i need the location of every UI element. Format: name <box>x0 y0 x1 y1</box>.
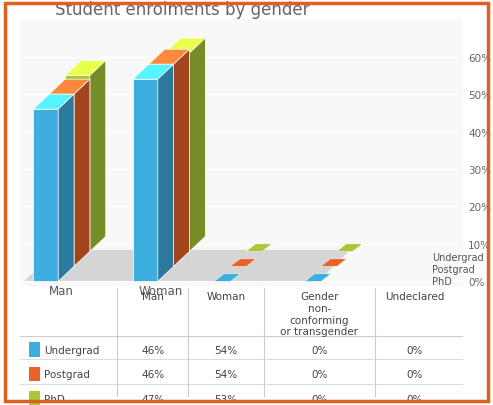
Text: 0%: 0% <box>406 369 423 379</box>
Polygon shape <box>321 259 347 267</box>
Text: Undergrad: Undergrad <box>44 345 100 355</box>
Polygon shape <box>149 50 189 65</box>
Text: PhD: PhD <box>432 277 452 287</box>
Polygon shape <box>305 274 331 281</box>
Text: Undergrad: Undergrad <box>432 253 483 263</box>
Polygon shape <box>49 80 90 95</box>
Bar <box>29 367 39 382</box>
Polygon shape <box>90 61 106 252</box>
Text: Man: Man <box>142 292 164 302</box>
Polygon shape <box>214 274 240 281</box>
Polygon shape <box>165 54 189 252</box>
Text: 0%: 0% <box>311 345 327 355</box>
Polygon shape <box>49 95 74 267</box>
Text: 53%: 53% <box>214 394 238 403</box>
Text: Postgrad: Postgrad <box>44 369 90 379</box>
Text: Woman: Woman <box>207 292 246 302</box>
Polygon shape <box>337 244 362 252</box>
Text: 54%: 54% <box>214 345 238 355</box>
Text: Gender
non-
conforming
or transgender: Gender non- conforming or transgender <box>280 292 358 336</box>
Text: 47%: 47% <box>141 394 164 403</box>
Text: 0%: 0% <box>311 369 327 379</box>
Polygon shape <box>133 80 158 281</box>
Polygon shape <box>149 65 174 267</box>
Polygon shape <box>74 80 90 267</box>
Polygon shape <box>65 61 106 76</box>
Polygon shape <box>24 250 350 281</box>
Polygon shape <box>165 39 206 54</box>
Text: PhD: PhD <box>44 394 65 403</box>
Text: 0%: 0% <box>311 394 327 403</box>
Text: 54%: 54% <box>214 369 238 379</box>
Text: Undeclared: Undeclared <box>385 292 444 302</box>
Text: Postgrad: Postgrad <box>432 265 474 275</box>
Polygon shape <box>158 65 174 281</box>
Text: 0%: 0% <box>406 345 423 355</box>
Text: 46%: 46% <box>141 345 164 355</box>
Polygon shape <box>230 259 256 267</box>
Text: 46%: 46% <box>141 369 164 379</box>
Polygon shape <box>58 95 74 281</box>
Bar <box>29 343 39 357</box>
Text: Student enrolments by gender: Student enrolments by gender <box>55 1 310 19</box>
Polygon shape <box>246 244 272 252</box>
Text: Man: Man <box>49 284 74 297</box>
Polygon shape <box>34 110 58 281</box>
Polygon shape <box>65 76 90 252</box>
Text: 0%: 0% <box>406 394 423 403</box>
Polygon shape <box>34 95 74 110</box>
Polygon shape <box>133 65 174 80</box>
Bar <box>29 391 39 405</box>
Text: Woman: Woman <box>139 284 183 297</box>
Polygon shape <box>174 50 189 267</box>
Polygon shape <box>189 39 206 252</box>
